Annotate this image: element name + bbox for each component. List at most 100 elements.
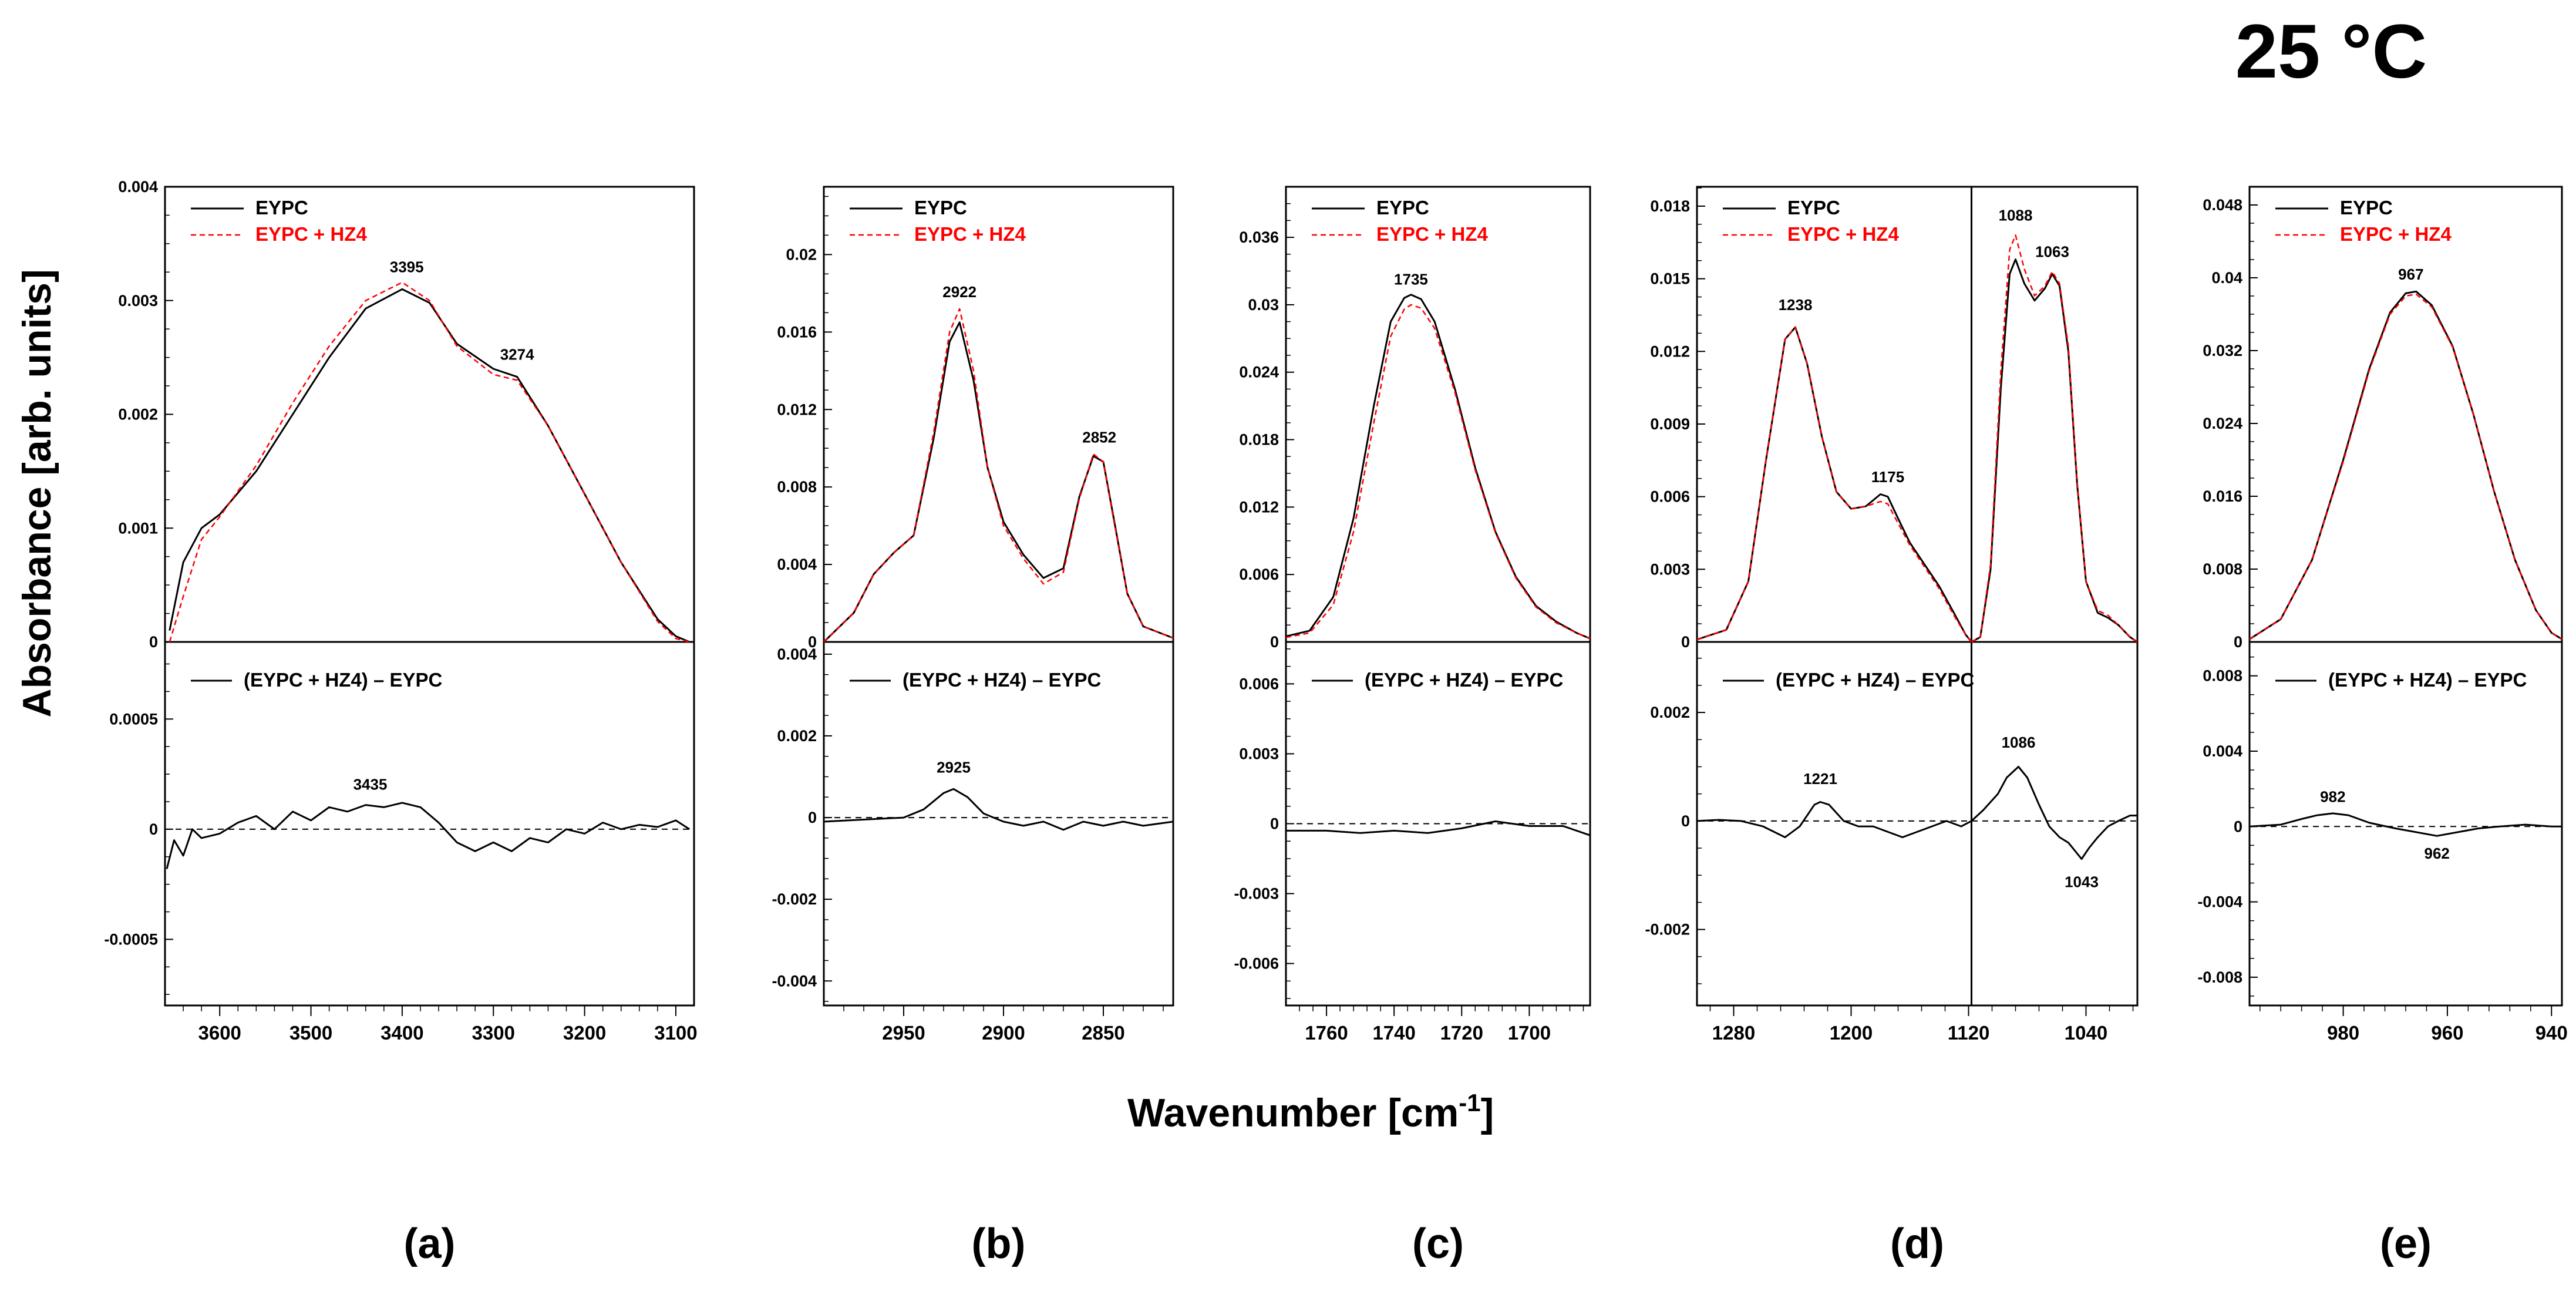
y-tick-label: 0.006 [1239,675,1279,692]
x-axis-title: Wavenumber [cm-1] [1127,1089,1494,1135]
x-tick-label: 1280 [1712,1022,1755,1044]
x-tick-label: 2850 [1082,1022,1124,1044]
y-tick-label: 0.003 [1239,745,1279,762]
peak-label-3395: 3395 [390,258,424,275]
y-tick-label: 0.012 [1650,342,1690,360]
x-axis-title-main: Wavenumber [cm [1127,1091,1459,1135]
peak-label-2922: 2922 [942,283,976,301]
y-tick-label: 0 [2234,633,2242,651]
legend-label-hz4: EYPC + HZ4 [2340,223,2452,245]
y-tick-label: 0.006 [1650,488,1690,506]
y-tick-label: 0.0005 [109,710,158,728]
peak-label-1086: 1086 [2002,734,2036,751]
peak-label-967: 967 [2398,265,2423,283]
y-tick-label: 0.003 [118,292,158,310]
series-difference [1971,766,2137,860]
peak-label-1043: 1043 [2065,873,2099,891]
legend-label-diff: (EYPC + HZ4) – EYPC [244,669,442,691]
x-tick-label: 1700 [1508,1022,1551,1044]
y-tick-label: -0.0005 [104,930,158,948]
x-tick-label: 3400 [380,1022,423,1044]
y-tick-label: 0.02 [786,245,817,263]
panels: 0 0.001 0.002 0.003 0.004 -0.0005 0 0.0005 3600 3… [104,178,2567,1267]
y-tick-label: 0.016 [2203,487,2242,505]
peak-label-1175: 1175 [1871,468,1904,486]
y-tick-label: 0.018 [1650,197,1690,215]
panel-b: 00.0040.0080.0120.0160.02-0.004-0.00200.… [772,186,1174,1267]
y-tick-label: 0.008 [777,478,817,496]
series-eypc-hz4 [1971,234,2138,643]
panel-letter-b: (b) [972,1220,1026,1267]
x-tick-label: 3500 [289,1022,332,1044]
legend-label-eypc: EYPC [1787,197,1840,218]
x-tick-label: 1040 [2065,1022,2107,1044]
y-tick-label: 0.024 [2203,415,2242,432]
panel-c: 0 0.006 0.012 0.018 0.024 0.03 0.036 -0.006 -0.0… [1234,186,1591,1267]
y-tick-label: 0.03 [1248,296,1279,314]
y-tick-label: 0.04 [2211,269,2242,287]
legend-label-hz4: EYPC + HZ4 [1376,223,1488,245]
legend-label-eypc: EYPC [255,197,308,218]
legend-label-eypc: EYPC [1376,197,1429,218]
legend-label-diff: (EYPC + HZ4) – EYPC [2328,669,2527,691]
series-eypc-hz4 [823,308,1174,643]
x-tick-label: 1720 [1440,1022,1483,1044]
y-tick-label: 0.012 [1239,498,1279,516]
panel-letter-a: (a) [404,1220,456,1267]
series-eypc [1971,258,2138,643]
legend-label-hz4: EYPC + HZ4 [255,223,367,245]
y-tick-label: 0 [149,820,158,838]
panel-a: 0 0.001 0.002 0.003 0.004 -0.0005 0 0.0005 3600 3… [104,178,697,1267]
series-eypc-hz4 [169,281,690,643]
x-tick-label: 940 [2535,1022,2568,1044]
peak-label-962: 962 [2425,845,2450,862]
peak-label-2925: 2925 [937,759,971,776]
y-tick-label: -0.002 [1645,921,1690,939]
y-axis-title: Absorbance [arb. units] [15,269,59,717]
y-tick-label: 0.048 [2203,196,2242,214]
x-tick-label: 2950 [882,1022,925,1044]
x-tick-label: 1740 [1372,1022,1415,1044]
x-axis-title-superscript: -1 [1459,1089,1480,1116]
x-tick-label: 1200 [1830,1022,1873,1044]
y-tick-label: 0 [2234,818,2242,835]
panel-letter-e: (e) [2380,1220,2432,1267]
y-tick-label: 0.004 [777,556,817,573]
panel-frame [164,186,695,1007]
legend-label-diff: (EYPC + HZ4) – EYPC [1776,669,1974,691]
peak-label-2852: 2852 [1082,428,1116,446]
y-tick-label: 0 [1681,633,1690,651]
series-difference [823,788,1174,831]
y-tick-label: 0.008 [2203,560,2242,578]
y-tick-label: 0.006 [1239,566,1279,583]
peak-label-1238: 1238 [1779,296,1813,314]
y-tick-label: 0.018 [1239,431,1279,449]
y-tick-label: 0.008 [2203,667,2242,685]
y-tick-label: 0 [1681,812,1690,830]
y-tick-label: 0 [149,633,158,651]
legend-label-eypc: EYPC [914,197,967,218]
y-tick-label: 0.015 [1650,270,1690,288]
x-tick-label: 980 [2327,1022,2359,1044]
legend-label-hz4: EYPC + HZ4 [1787,223,1899,245]
legend-label-diff: (EYPC + HZ4) – EYPC [1365,669,1563,691]
series-eypc-hz4 [2249,293,2562,640]
peak-label-1735: 1735 [1394,270,1428,288]
y-tick-label: 0.024 [1239,364,1279,381]
panel-frame [823,186,1174,1007]
peak-label-982: 982 [2320,788,2345,806]
y-tick-label: -0.008 [2197,968,2242,986]
x-tick-label: 1760 [1305,1022,1348,1044]
series-eypc-hz4 [1696,326,1972,643]
series-eypc-hz4 [1285,304,1591,640]
y-tick-label: -0.004 [772,972,817,990]
panel-letter-c: (c) [1412,1220,1464,1267]
series-eypc [1285,294,1591,640]
y-tick-label: 0.004 [118,178,158,196]
y-tick-label: -0.006 [1234,955,1279,973]
y-tick-label: 0.002 [1650,704,1690,721]
y-tick-label: 0 [808,633,817,651]
y-tick-label: 0.009 [1650,415,1690,433]
